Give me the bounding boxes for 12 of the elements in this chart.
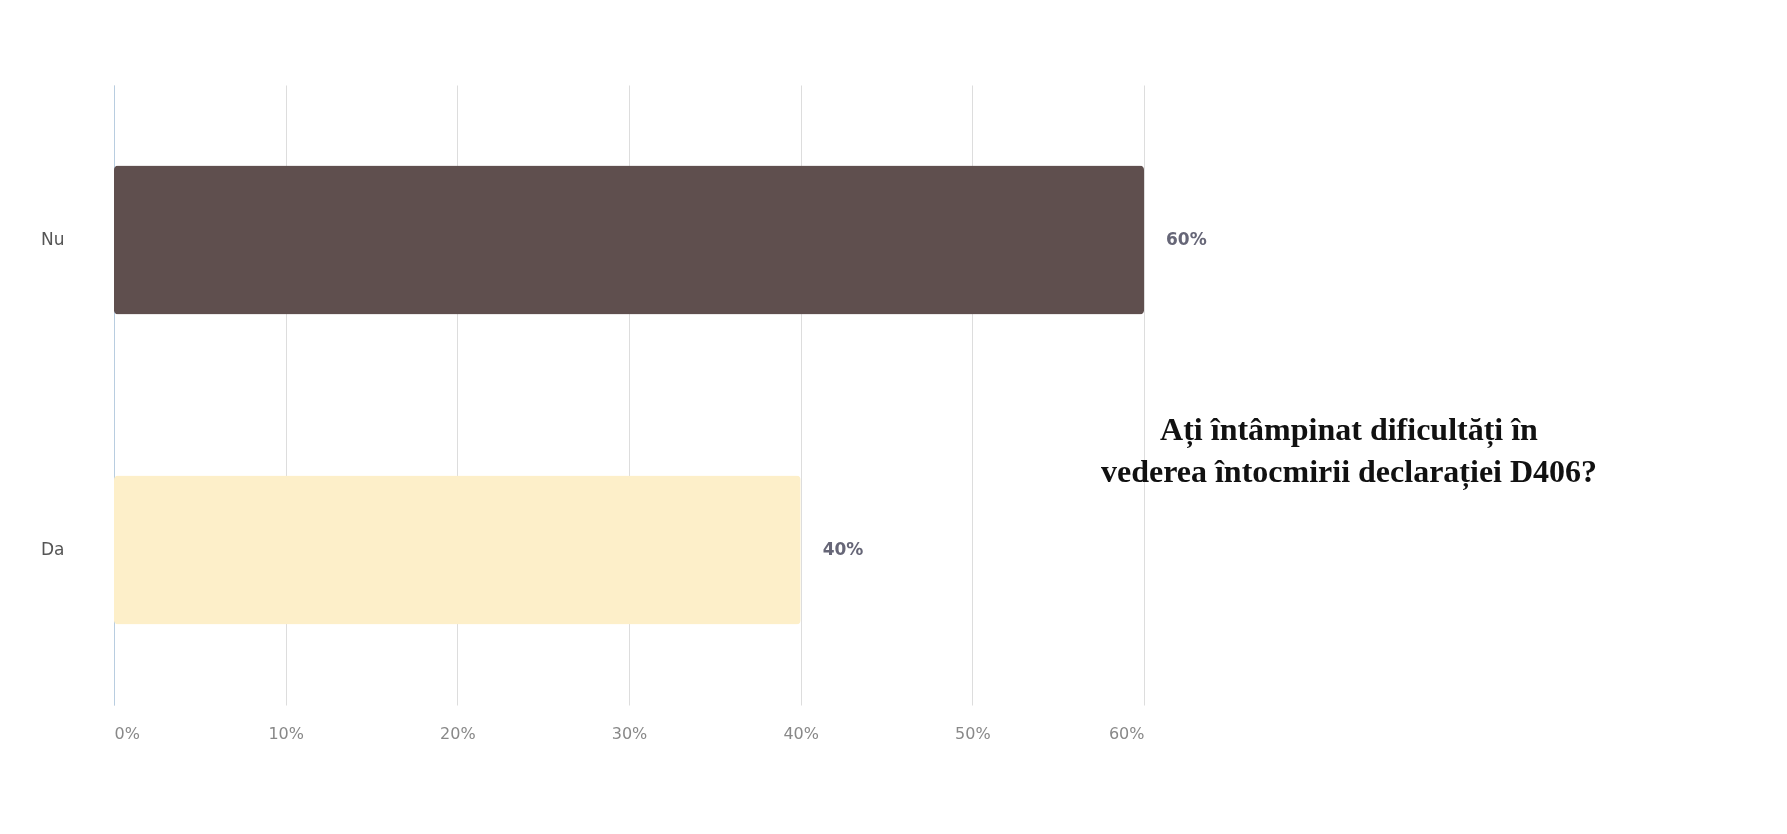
- x-tick-label: 40%: [783, 723, 819, 743]
- y-tick-label: Da: [40, 539, 65, 559]
- x-tick-label: 10%: [268, 723, 304, 743]
- x-tick-label: 30%: [611, 723, 648, 743]
- y-tick-label: Nu: [41, 229, 65, 249]
- x-tick-label: 60%: [1108, 723, 1145, 743]
- x-tick-label: 50%: [955, 723, 991, 743]
- x-tick-label: 0%: [114, 723, 140, 743]
- text: Ați întâmpinat dificultăți în vederea întocmirii declarației D406?: [1100, 411, 1598, 490]
- data-label: 60%: [1166, 229, 1207, 249]
- data-label: 40%: [822, 539, 864, 559]
- x-tick-label: 20%: [440, 723, 476, 743]
